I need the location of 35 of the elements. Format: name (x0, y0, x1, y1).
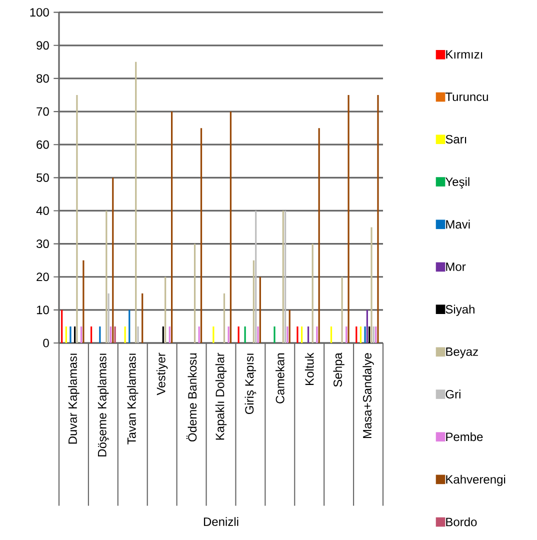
legend-label: Siyah (446, 304, 474, 316)
y-tick-label: 80 (36, 74, 49, 83)
y-tick-label: 60 (36, 140, 49, 149)
y-tick-label: 0 (43, 338, 49, 348)
x-tick-label: Sehpa (333, 352, 344, 387)
legend-label: Beyaz (446, 348, 478, 358)
legend-label: Turuncu (445, 92, 488, 102)
x-tick-label: Koltuk (304, 352, 314, 385)
y-tick-label: 70 (36, 107, 49, 116)
y-tick-label: 50 (36, 173, 49, 182)
x-tick-label: Camekan (276, 353, 284, 404)
x-tick-label: Duvar Kaplaması (68, 354, 80, 444)
y-tick-label: 30 (36, 240, 49, 248)
y-tick-label: 20 (36, 272, 49, 282)
x-tick-label: Masa+Sandalye (362, 353, 374, 438)
text: Denizli (204, 517, 238, 526)
x-tick-label: Ödeme Bankosu (186, 353, 197, 442)
x-tick-label: Kapaklı Dolaplar (215, 352, 227, 440)
legend-label: Yeşil (445, 177, 470, 188)
x-tick-label: Vestiyer (156, 352, 168, 396)
legend-label: Bordo (446, 517, 477, 526)
legend-label: Sarı (446, 134, 466, 144)
x-tick-label: Tavan Kaplaması (127, 354, 138, 444)
x-tick-label: Giriş Kapısı (244, 354, 256, 414)
y-tick-label: 100 (30, 8, 49, 17)
legend-label: Kırmızı (446, 50, 482, 59)
x-tick-label: Döşeme Kaplaması (98, 354, 109, 456)
y-tick-label: 10 (36, 306, 49, 314)
legend-label: Mor (446, 262, 466, 271)
legend-label: Pembe (446, 432, 483, 442)
legend-label: Kahverengi (446, 474, 506, 486)
y-tick-label: 90 (36, 41, 49, 50)
y-tick-label: 40 (36, 206, 49, 215)
legend-label: Gri (446, 390, 460, 399)
legend-label: Mavi (446, 220, 470, 229)
